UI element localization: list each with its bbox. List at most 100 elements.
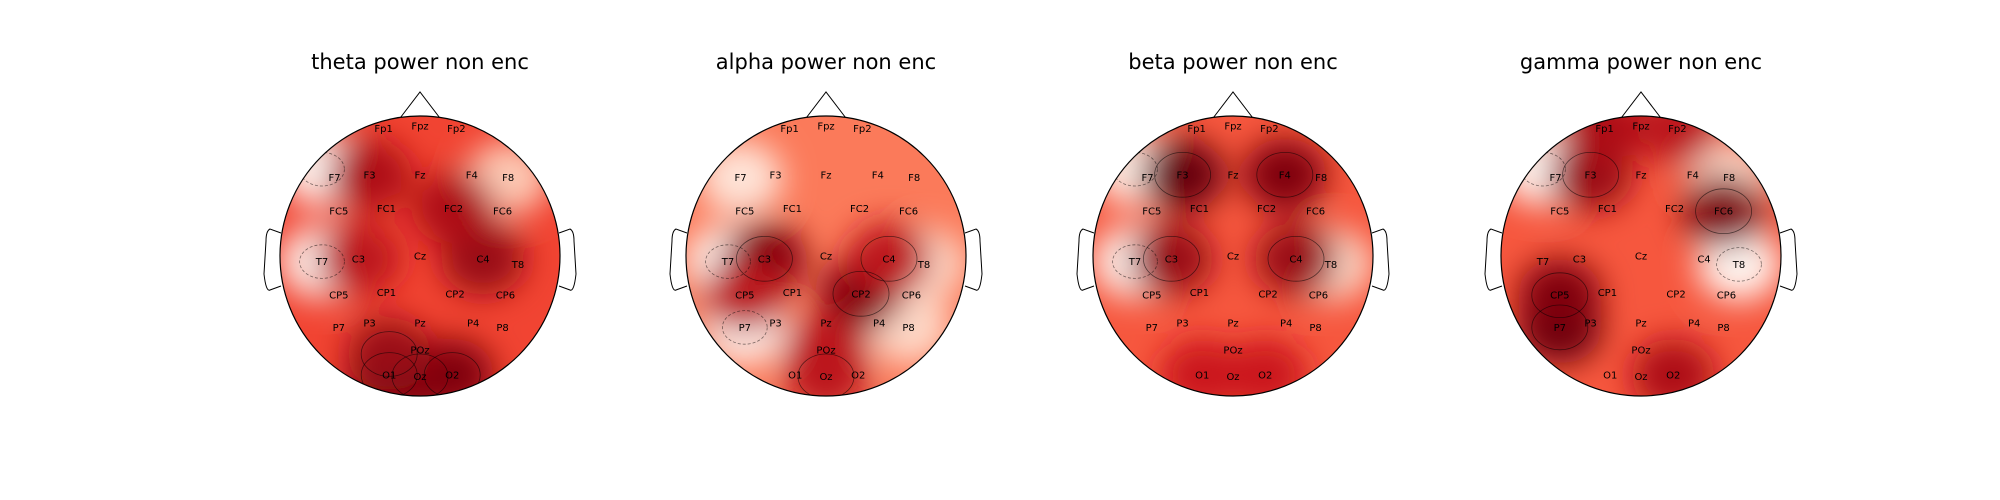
electrode-label-c4: C4 [882,254,895,265]
contour-c4 [1267,235,1325,282]
electrode-label-cp2: CP2 [1666,289,1685,300]
electrode-label-cz: Cz [820,252,832,263]
electrode-label-c3: C3 [1573,254,1586,265]
electrode-label-c3: C3 [1165,254,1178,265]
contour-p7 [1531,304,1589,351]
electrode-label-p4: P4 [873,319,885,330]
electrode-label-t7: T7 [1536,257,1549,268]
electrode-label-cp1: CP1 [1190,288,1209,299]
hotspot-c4 [847,222,931,296]
head-left-ear [1484,228,1503,291]
electrode-label-c4: C4 [476,254,489,265]
contour-f3 [1154,152,1211,198]
electrode-label-t8: T8 [1732,260,1745,271]
electrode-label-p4: P4 [1688,319,1700,330]
electrode-label-o2: O2 [1666,371,1680,382]
electrode-label-p8: P8 [496,323,508,334]
electrode-label-fz: Fz [414,170,425,181]
electrode-label-f4: F4 [1279,170,1291,181]
electrode-label-oz: Oz [1634,372,1647,383]
electrode-label-fc5: FC5 [1550,207,1569,218]
contour-o1 [360,352,418,396]
head-left-ear [263,228,282,291]
contour-oz [797,353,855,396]
electrode-label-t7: T7 [721,257,734,268]
contour-cp2 [832,270,890,317]
electrode-label-fc1: FC1 [1598,204,1617,215]
electrode-label-fz: Fz [1635,170,1646,181]
electrode-label-cz: Cz [414,252,426,263]
contour-neg-t7 [705,244,751,279]
electrode-label-fc1: FC1 [783,204,802,215]
electrode-label-p8: P8 [902,323,914,334]
electrode-label-pz: Pz [414,319,425,330]
electrode-label-c4: C4 [1697,254,1710,265]
contour-o2 [423,352,481,396]
contour-neg-p7 [721,310,768,345]
electrode-label-fp1: Fp1 [374,124,392,135]
electrode-label-f3: F3 [770,170,782,181]
panel-title-gamma: gamma power non enc [1520,50,1762,74]
electrode-label-fpz: Fpz [411,121,428,132]
electrode-label-fpz: Fpz [1224,121,1241,132]
electrode-label-o2: O2 [445,371,459,382]
electrode-label-cp5: CP5 [1142,291,1161,302]
electrode-label-fp1: Fp1 [1187,124,1205,135]
contour-f3 [1562,152,1619,198]
electrode-label-p8: P8 [1309,323,1321,334]
electrode-label-cp6: CP6 [496,291,515,302]
contour-neg-t7 [299,244,345,279]
head-outline [279,115,561,397]
electrode-label-fc1: FC1 [377,204,396,215]
head-right-ear [1779,228,1798,291]
hotspot-fc2 [411,172,496,245]
electrode-label-f3: F3 [364,170,376,181]
electrode-label-oz: Oz [413,372,426,383]
hotspot-f4 [1242,138,1327,212]
electrode-label-f4: F4 [1687,170,1699,181]
electrode-label-cp6: CP6 [902,291,921,302]
contour-c3 [736,235,793,282]
electrode-label-f7: F7 [1142,173,1154,184]
electrode-label-fc6: FC6 [1714,207,1733,218]
electrode-label-f4: F4 [872,170,884,181]
electrode-label-f3: F3 [1585,170,1597,181]
electrode-label-poz: POz [816,345,835,356]
electrode-label-fc2: FC2 [850,204,869,215]
head-nose [1614,91,1668,127]
head-right-ear [1371,228,1390,291]
contour-neg-t8 [1716,247,1762,282]
electrode-label-fp2: Fp2 [1260,124,1278,135]
electrode-label-pz: Pz [1227,319,1238,330]
electrode-label-fc1: FC1 [1190,204,1209,215]
contour-neg-t7 [1112,244,1158,279]
hotspot-poz [784,313,868,387]
electrode-label-o2: O2 [851,371,865,382]
topomap-panel-gamma: gamma power non enc Fp1 Fpz Fp2 F7 F3 Fz F4 F8 F… [1484,50,1798,397]
head-nose [1206,91,1260,127]
contour-po3 [360,331,418,377]
electrode-label-fp1: Fp1 [1595,124,1613,135]
electrode-label-p4: P4 [467,319,479,330]
electrode-label-cp6: CP6 [1309,291,1328,302]
panel-title-beta: beta power non enc [1128,50,1338,74]
topomap-panel-alpha: alpha power non enc Fp1 Fpz Fp2 F7 F3 Fz F4 F8 F… [669,50,983,397]
contour-f4 [1256,152,1314,198]
electrode-label-p3: P3 [1584,319,1596,330]
electrode-label-cz: Cz [1227,252,1239,263]
electrode-label-cp2: CP2 [851,289,870,300]
electrode-label-p8: P8 [1717,323,1729,334]
electrode-label-f7: F7 [735,173,747,184]
electrode-label-fc6: FC6 [493,207,512,218]
hotspot-c3 [1129,222,1214,296]
topomap-panel-theta: theta power non enc Fp1 Fpz Fp2 F7 F3 Fz F4 F8 F… [263,50,577,397]
electrode-label-pz: Pz [820,319,831,330]
electrode-label-p7: P7 [1146,323,1158,334]
head-nose [799,91,853,127]
electrode-label-fc2: FC2 [1257,204,1276,215]
head-right-ear [558,228,577,291]
hotspot-cp5 [1517,258,1602,332]
electrode-label-f4: F4 [466,170,478,181]
head-outline [1500,115,1782,397]
